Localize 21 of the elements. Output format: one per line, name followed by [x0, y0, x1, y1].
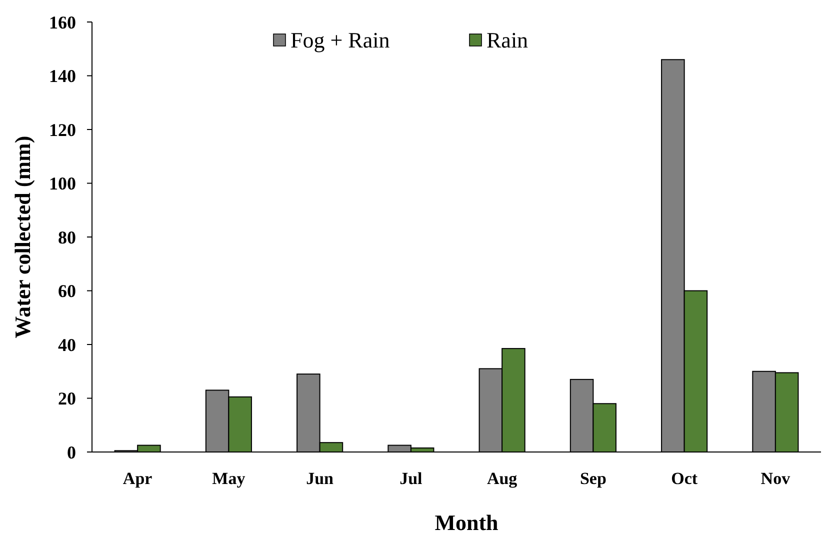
x-tick-label: Jul	[400, 469, 423, 488]
y-tick-label: 0	[67, 442, 76, 462]
x-axis-title: Month	[434, 510, 498, 535]
x-tick-label: Aug	[486, 469, 518, 488]
y-tick-label: 120	[49, 120, 76, 140]
x-tick-label: Oct	[671, 469, 698, 488]
y-tick-label: 100	[49, 174, 76, 194]
x-tick-label: May	[212, 469, 246, 488]
y-tick-label: 60	[58, 281, 76, 302]
x-tick-label: Jun	[306, 469, 334, 488]
legend-label: Rain	[486, 28, 528, 53]
x-tick-label: Sep	[580, 469, 606, 488]
y-tick-label: 140	[49, 66, 76, 86]
y-tick-label: 20	[58, 388, 76, 409]
x-tick-label: Nov	[760, 469, 791, 488]
y-axis-title: Water collected (mm)	[10, 136, 35, 338]
y-tick-label: 160	[49, 12, 76, 32]
y-tick-label: 40	[58, 334, 76, 355]
y-tick-label: 80	[58, 227, 76, 248]
legend-label: Fog + Rain	[290, 28, 390, 53]
x-tick-label: Apr	[122, 469, 153, 488]
